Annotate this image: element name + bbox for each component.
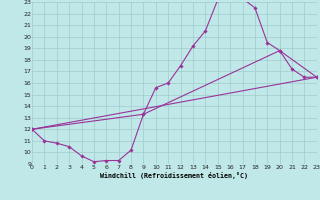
X-axis label: Windchill (Refroidissement éolien,°C): Windchill (Refroidissement éolien,°C) <box>100 172 248 179</box>
